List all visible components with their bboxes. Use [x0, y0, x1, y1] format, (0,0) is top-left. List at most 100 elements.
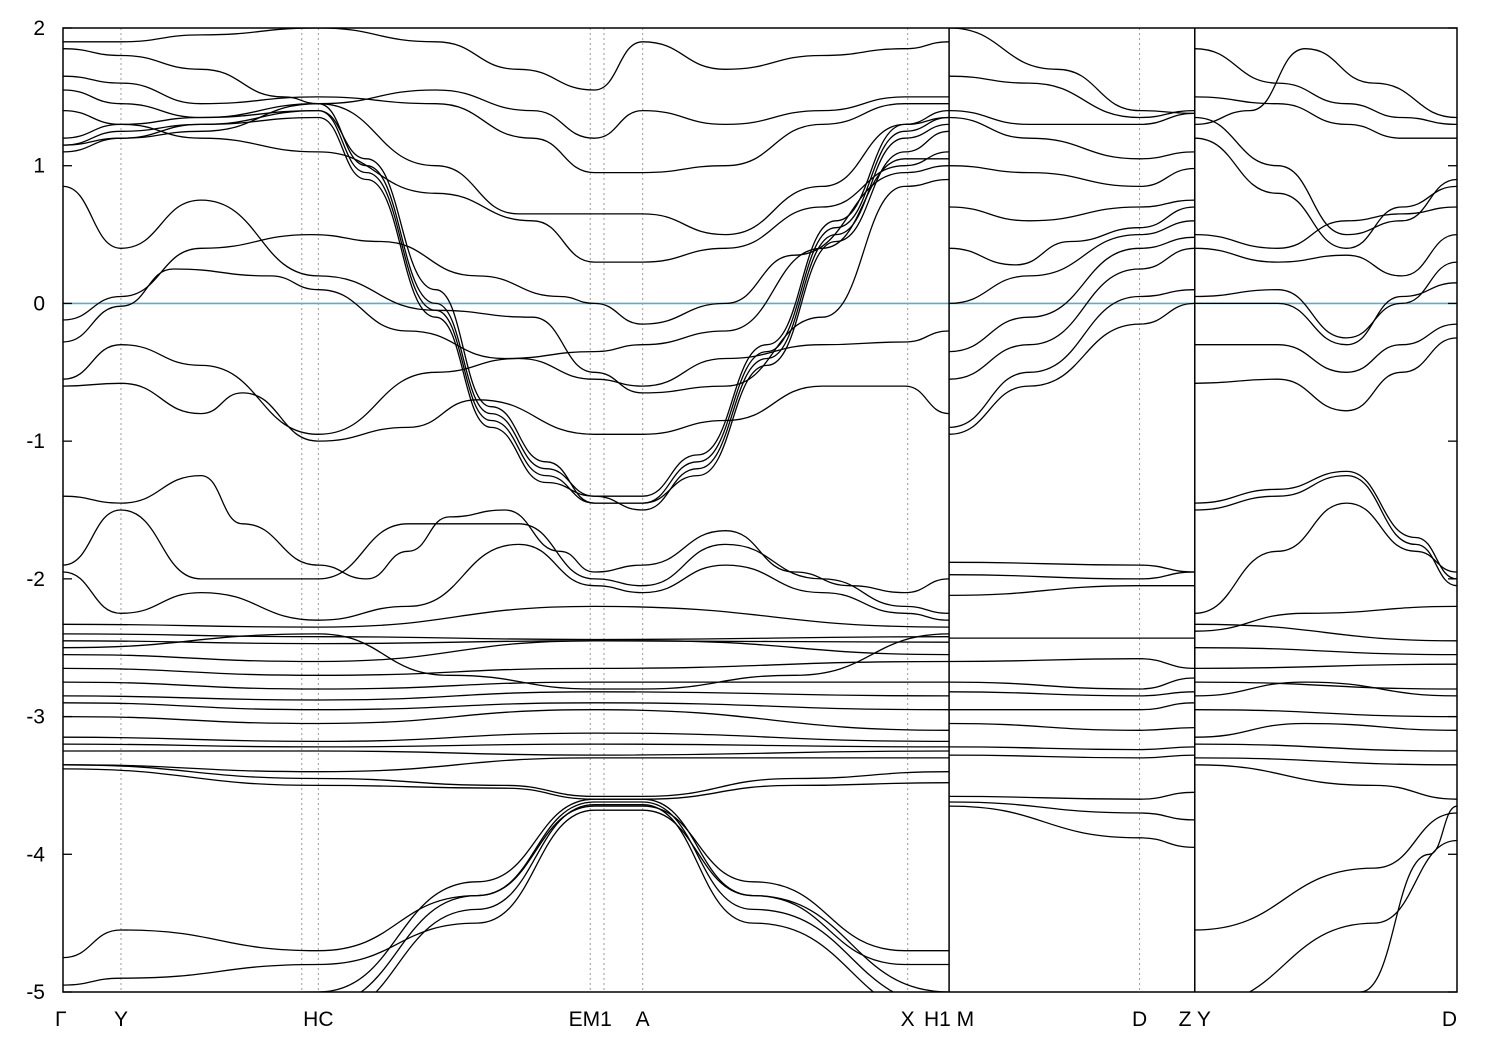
band-61: [949, 791, 1195, 800]
band-77: [1194, 502, 1457, 614]
x-tick-label: D: [1132, 1008, 1147, 1031]
y-tick-label: 0: [33, 292, 45, 315]
x-tick-label: Z Y: [1179, 1008, 1211, 1031]
band-47: [949, 109, 1195, 126]
band-0: [63, 165, 950, 325]
band-49: [949, 28, 1195, 115]
x-tick-label: HC: [303, 1008, 333, 1031]
segment-separators: [948, 28, 1196, 992]
band-36: [63, 805, 950, 959]
band-lines: [63, 28, 1457, 992]
band-75: [1194, 470, 1457, 580]
band-12: [63, 89, 950, 139]
band-46: [949, 116, 1195, 160]
band-84: [1194, 709, 1457, 718]
band-83: [1194, 681, 1457, 697]
band-62: [949, 801, 1195, 821]
y-tick-label: -5: [26, 981, 45, 1004]
band-52: [949, 585, 1195, 597]
band-81: [1194, 663, 1457, 670]
band-90: [1248, 839, 1457, 992]
band-29: [63, 750, 950, 756]
band-65: [1194, 261, 1457, 339]
band-32: [63, 768, 950, 800]
band-41: [949, 236, 1195, 353]
band-8: [63, 178, 950, 394]
band-2: [63, 330, 950, 435]
plot-frame: [62, 27, 1458, 993]
band-82: [1194, 681, 1457, 690]
band-67: [1194, 337, 1457, 412]
band-6: [63, 103, 950, 511]
band-20: [63, 633, 950, 690]
band-5: [63, 109, 950, 504]
x-tick-label: A: [636, 1008, 650, 1031]
x-tick-label: Γ: [55, 1008, 67, 1031]
band-38: [949, 302, 1195, 435]
band-73: [1194, 48, 1457, 126]
y-tick-label: 1: [33, 155, 45, 178]
band-4: [63, 109, 950, 497]
band-44: [949, 199, 1195, 222]
y-tick-label: -1: [26, 430, 45, 453]
band-51: [949, 571, 1195, 580]
y-tick-label: -3: [26, 706, 45, 729]
band-39: [949, 289, 1195, 429]
band-69: [1194, 206, 1457, 249]
band-89: [1194, 812, 1457, 931]
band-42: [949, 220, 1195, 305]
x-tick-label: H1 M: [924, 1008, 974, 1031]
y-tick-label: -4: [26, 843, 45, 866]
band-25: [63, 702, 950, 711]
band-43: [949, 206, 1195, 266]
band-28: [63, 743, 950, 748]
x-tick-label: X: [901, 1008, 915, 1031]
band-68: [1194, 233, 1457, 277]
band-18: [63, 633, 950, 641]
band-87: [1194, 757, 1457, 766]
band-57: [949, 702, 1195, 711]
band-70: [1194, 137, 1457, 249]
band-74: [1194, 48, 1457, 126]
band-40: [949, 247, 1195, 380]
band-71: [1194, 116, 1457, 236]
band-17: [63, 605, 950, 628]
band-24: [63, 691, 950, 701]
band-13: [63, 109, 950, 263]
band-45: [949, 165, 1195, 188]
band-31: [63, 764, 950, 798]
band-3: [63, 382, 950, 442]
band-19: [63, 640, 950, 645]
y-axis-ticks: 2 1 0 -1 -2 -3 -4 -5: [26, 17, 1457, 1004]
band-9: [63, 48, 950, 236]
x-tick-label: D: [1442, 1008, 1457, 1031]
band-27: [63, 732, 950, 743]
band-11: [63, 75, 950, 174]
band-14: [63, 474, 950, 594]
band-54: [949, 658, 1195, 670]
band-10: [63, 28, 950, 91]
band-23: [63, 681, 950, 690]
band-80: [1194, 647, 1457, 656]
band-76: [1194, 474, 1457, 587]
x-tick-label: EM1: [569, 1008, 612, 1031]
band-7: [63, 109, 950, 504]
band-26: [63, 709, 950, 731]
band-72: [1194, 96, 1457, 139]
band-34: [359, 801, 895, 992]
band-60: [949, 754, 1195, 759]
band-30: [63, 757, 950, 773]
band-22: [63, 660, 950, 676]
y-tick-label: -2: [26, 568, 45, 591]
x-axis-ticks: Γ Y HC EM1 A X H1 M D Z Y D: [55, 1008, 1457, 1031]
band-48: [949, 75, 1195, 119]
band-64: [1194, 282, 1457, 346]
x-tick-label: Y: [114, 1008, 128, 1031]
band-59: [949, 746, 1195, 751]
band-37: [63, 809, 950, 986]
band-63: [949, 805, 1195, 849]
band-86: [1194, 743, 1457, 752]
band-56: [949, 691, 1195, 697]
band-91: [1360, 805, 1457, 992]
